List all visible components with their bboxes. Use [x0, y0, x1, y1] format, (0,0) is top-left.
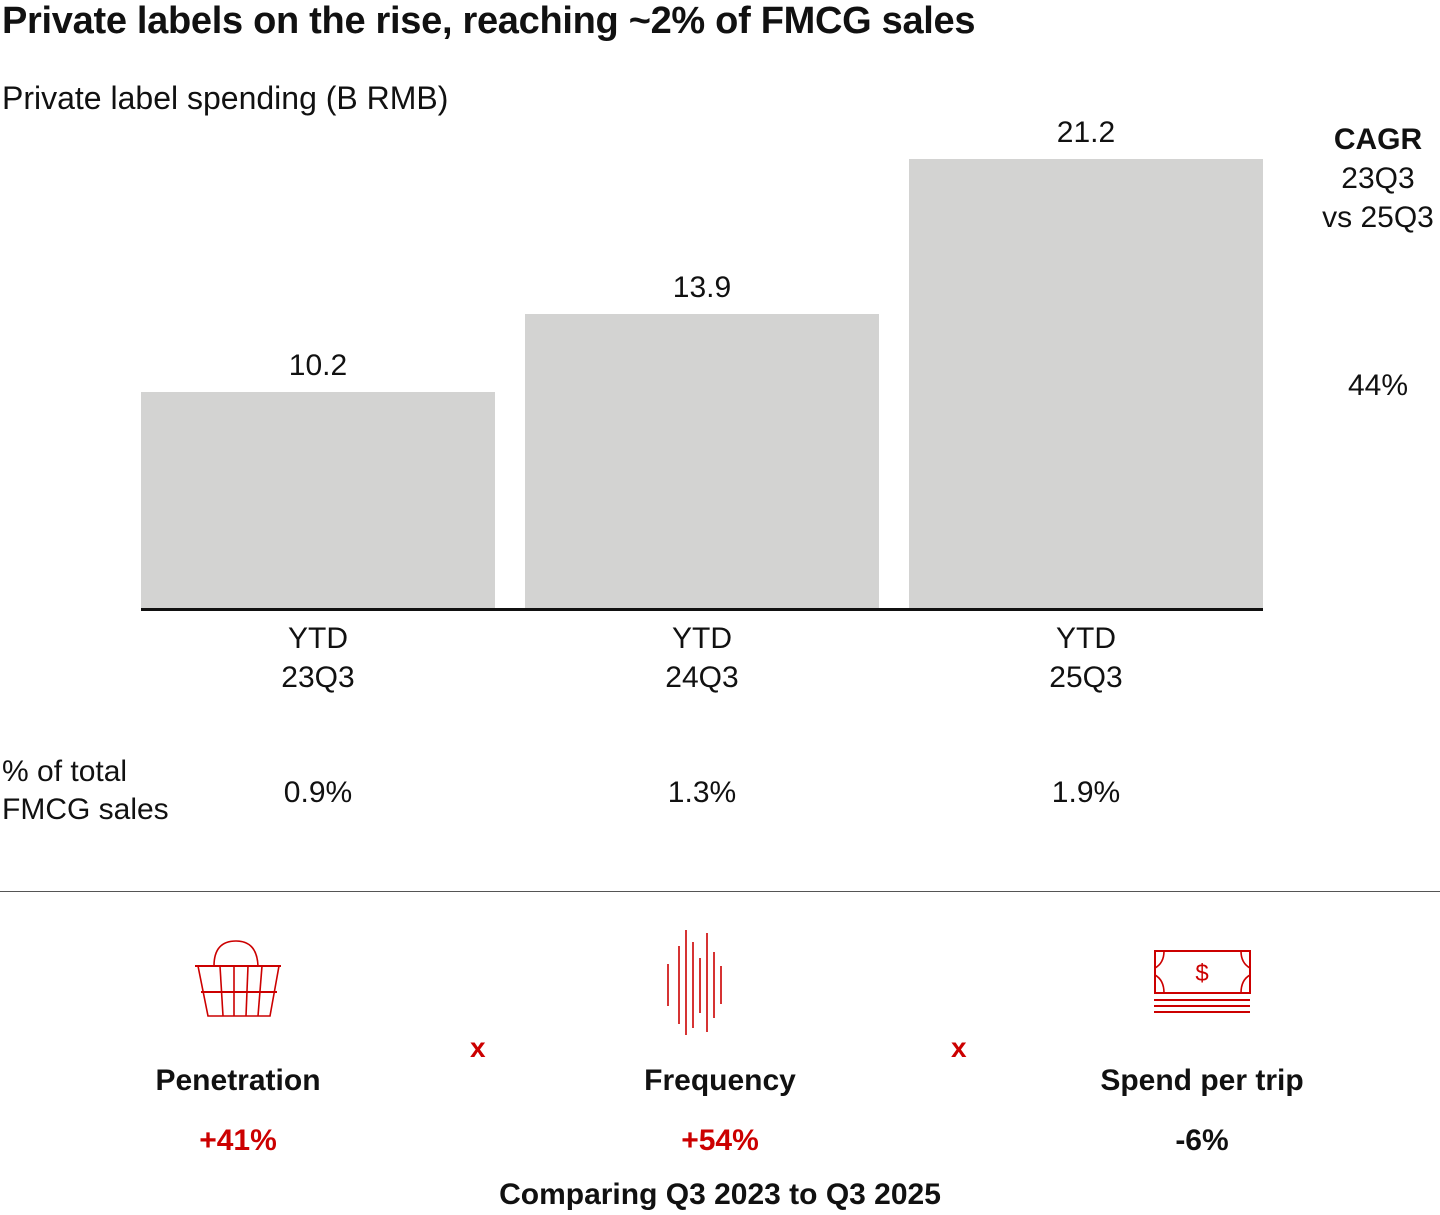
x-tick-label-line-2: 23Q3: [281, 661, 355, 694]
svg-text:$: $: [1195, 960, 1208, 987]
bar-value-label: 21.2: [1056, 116, 1116, 149]
share-label: % of total FMCG sales: [2, 753, 169, 829]
bar: [141, 392, 495, 609]
basket-icon: [195, 940, 281, 1017]
x-tick-label-line-1: YTD: [672, 622, 732, 655]
share-value: 0.9%: [283, 776, 353, 809]
driver-value-spend: -6%: [1175, 1124, 1229, 1157]
cagr-value: 44%: [1347, 369, 1409, 402]
cagr-label: CAGR: [1333, 123, 1423, 156]
money-icon: $: [1154, 950, 1251, 1013]
footnote: Comparing Q3 2023 to Q3 2025: [499, 1178, 941, 1211]
cagr-period-1: 23Q3: [1341, 162, 1415, 195]
driver-label-penetration: Penetration: [155, 1064, 321, 1097]
bar-value-label: 10.2: [288, 349, 348, 383]
driver-value-penetration: +41%: [199, 1124, 277, 1157]
cagr-heading: CAGR 23Q3 vs 25Q3: [1310, 120, 1440, 237]
driver-label-frequency: Frequency: [644, 1064, 796, 1097]
x-tick-label-line-2: 25Q3: [1049, 661, 1123, 694]
driver-label-spend: Spend per trip: [1100, 1064, 1304, 1097]
share-label-line-2: FMCG sales: [2, 793, 169, 826]
share-label-line-1: % of total: [2, 755, 128, 788]
frequency-icon: [667, 930, 722, 1035]
multiply-operator-1: x: [470, 1032, 486, 1063]
multiply-operator-2: x: [951, 1032, 967, 1063]
divider: [0, 891, 1440, 892]
x-tick-label-line-2: 24Q3: [665, 661, 739, 694]
cagr-period-2: vs 25Q3: [1322, 201, 1434, 234]
share-value: 1.9%: [1051, 776, 1121, 809]
chart-title: Private labels on the rise, reaching ~2%…: [2, 0, 976, 42]
x-tick-label-line-1: YTD: [288, 622, 348, 655]
chart-subtitle: Private label spending (B RMB): [2, 80, 449, 116]
driver-value-frequency: +54%: [681, 1124, 759, 1157]
bar: [525, 313, 879, 609]
share-value: 1.3%: [667, 776, 737, 809]
bar: [909, 159, 1263, 609]
bar-value-label: 13.9: [672, 270, 732, 304]
x-axis-line: [141, 608, 1263, 611]
x-tick-label-line-1: YTD: [1056, 622, 1116, 655]
